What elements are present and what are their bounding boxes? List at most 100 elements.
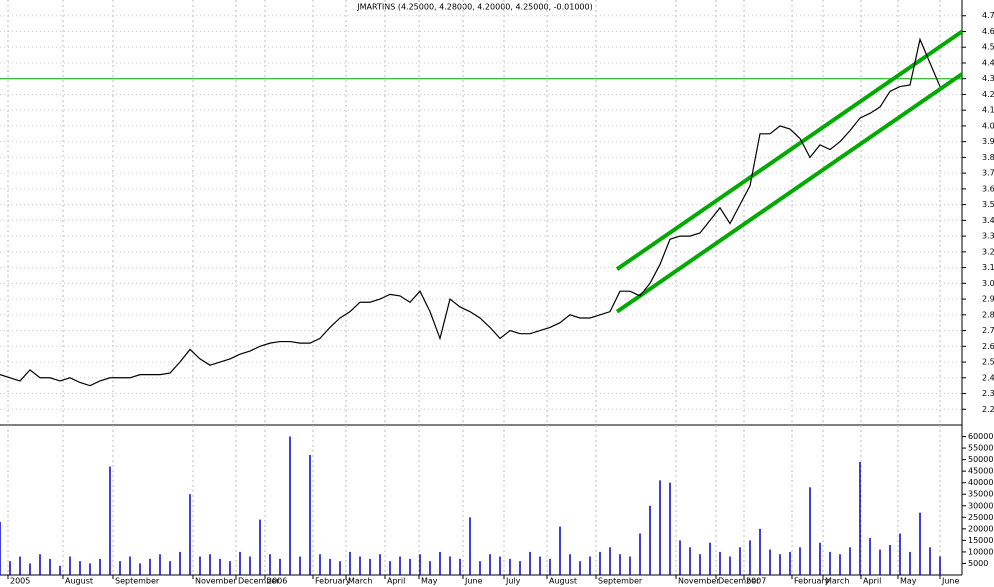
volume-bar xyxy=(629,556,631,575)
x-tick-label: July xyxy=(505,577,521,586)
volume-bar xyxy=(119,561,121,575)
x-tick-label: May xyxy=(900,577,917,586)
volume-bar xyxy=(529,551,531,575)
volume-bar xyxy=(779,554,781,575)
volume-bar xyxy=(189,494,191,575)
volume-bar xyxy=(299,556,301,575)
volume-bar xyxy=(79,561,81,575)
y-tick-label: 4.2 xyxy=(982,90,994,99)
volume-bar xyxy=(249,556,251,575)
volume-bar xyxy=(489,554,491,575)
y-tick-label: 2.4 xyxy=(982,373,994,382)
y-tick-label: 30000 xyxy=(968,501,993,510)
volume-bar xyxy=(209,554,211,575)
price-line xyxy=(0,37,941,387)
volume-bar xyxy=(9,561,11,575)
volume-bar xyxy=(869,538,871,575)
volume-bar xyxy=(839,554,841,575)
volume-bar xyxy=(729,556,731,575)
volume-bar xyxy=(679,540,681,575)
volume-bar xyxy=(909,551,911,575)
volume-bar xyxy=(159,554,161,575)
volume-bar xyxy=(129,556,131,575)
volume-bar xyxy=(459,558,461,575)
x-tick-label: February xyxy=(315,577,351,586)
y-tick-label: 4.4 xyxy=(982,58,994,67)
y-tick-label: 3.0 xyxy=(982,279,994,288)
x-tick-label: September xyxy=(598,577,643,586)
x-tick-label: November xyxy=(678,577,720,586)
y-tick-label: 15000 xyxy=(968,536,993,545)
volume-bar xyxy=(649,505,651,575)
y-tick-label: 3.3 xyxy=(982,232,994,241)
volume-bar xyxy=(799,547,801,575)
y-tick-label: 3.5 xyxy=(982,200,994,209)
volume-bar xyxy=(919,512,921,575)
volume-bar xyxy=(719,551,721,575)
volume-bar xyxy=(49,558,51,575)
volume-bar xyxy=(19,556,21,575)
volume-bar xyxy=(879,549,881,575)
x-tick-label: April xyxy=(863,577,881,586)
volume-bar xyxy=(339,561,341,575)
volume-bar xyxy=(409,558,411,575)
volume-bar xyxy=(399,556,401,575)
x-tick-label: March xyxy=(825,577,849,586)
volume-bar xyxy=(139,563,141,575)
volume-bar xyxy=(149,558,151,575)
volume-bar xyxy=(179,551,181,575)
volume-bar xyxy=(279,558,281,575)
volume-bar xyxy=(789,551,791,575)
x-tick-label: May xyxy=(421,577,438,586)
volume-bar xyxy=(699,554,701,575)
y-tick-label: 2.8 xyxy=(982,310,994,319)
volume-bar xyxy=(519,561,521,575)
x-tick-label: December xyxy=(238,577,280,586)
volume-bar xyxy=(39,554,41,575)
volume-bar xyxy=(659,480,661,575)
volume-bar xyxy=(769,549,771,575)
y-tick-label: 2.7 xyxy=(982,326,994,335)
y-tick-label: 3.7 xyxy=(982,169,994,178)
y-tick-label: 45000 xyxy=(968,467,993,476)
volume-bar xyxy=(479,561,481,575)
x-tick-label: 2005 xyxy=(10,577,30,586)
volume-bar xyxy=(899,533,901,575)
y-tick-label: 3.4 xyxy=(982,216,994,225)
x-tick-label: March xyxy=(348,577,372,586)
y-tick-label: 20000 xyxy=(968,524,993,533)
volume-bar xyxy=(199,556,201,575)
volume-bar xyxy=(709,542,711,575)
y-tick-label: 5000 xyxy=(968,559,988,568)
volume-bar xyxy=(639,533,641,575)
y-tick-label: 2.6 xyxy=(982,342,994,351)
x-tick-label: June xyxy=(941,577,960,586)
y-tick-label: 35000 xyxy=(968,490,993,499)
volume-bar xyxy=(229,561,231,575)
y-tick-label: 4.5 xyxy=(982,43,994,52)
y-tick-label: 40000 xyxy=(968,478,993,487)
volume-bar xyxy=(319,554,321,575)
x-tick-label: February xyxy=(794,577,830,586)
volume-bar xyxy=(599,551,601,575)
trend-line xyxy=(615,29,964,271)
volume-bar xyxy=(539,556,541,575)
y-tick-label: 25000 xyxy=(968,513,993,522)
x-tick-label: 2007 xyxy=(746,577,766,586)
volume-bar xyxy=(669,482,671,575)
volume-bar xyxy=(889,545,891,575)
y-tick-label: 3.6 xyxy=(982,184,994,193)
volume-bar xyxy=(509,558,511,575)
chart-title: JMARTINS (4.25000, 4.28000, 4.20000, 4.2… xyxy=(356,3,592,12)
y-tick-label: 60000 xyxy=(968,432,993,441)
volume-bar xyxy=(59,565,61,575)
volume-bar xyxy=(469,517,471,575)
volume-bar xyxy=(559,526,561,575)
volume-bar xyxy=(429,561,431,575)
y-tick-label: 10000 xyxy=(968,547,993,556)
volume-bar xyxy=(169,561,171,575)
x-tick-label: 2006 xyxy=(267,577,287,586)
volume-bar xyxy=(929,547,931,575)
